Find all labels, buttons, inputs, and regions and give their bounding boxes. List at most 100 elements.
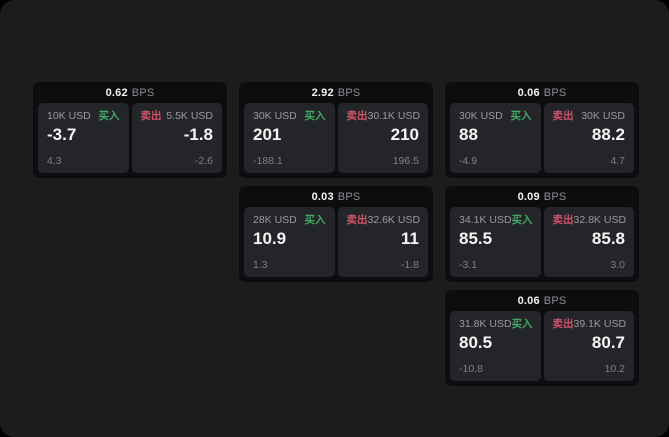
buy-sub-value: -3.1	[459, 259, 478, 271]
buy-amount: 30K USD	[459, 110, 503, 122]
sell-tag: 卖出	[140, 110, 162, 122]
buy-panel-header: 31.8K USD 买入	[459, 318, 533, 330]
buy-value: 80.5	[459, 333, 493, 352]
sell-tag: 卖出	[552, 318, 574, 330]
quote-card[interactable]: 0.09 BPS 34.1K USD 买入 85.5 -3.1 卖出 32.8K…	[445, 186, 639, 282]
bps-value: 0.06	[517, 86, 540, 99]
sell-panel[interactable]: 卖出 30.1K USD 210 196.5	[337, 103, 428, 173]
sell-tag: 卖出	[346, 110, 368, 122]
sell-panel[interactable]: 卖出 32.6K USD 11 -1.8	[337, 207, 428, 277]
sell-panel-header: 卖出 32.6K USD	[346, 214, 421, 226]
buy-value: 10.9	[253, 229, 287, 248]
buy-panel-header: 28K USD 买入	[253, 214, 326, 226]
sell-value: 88.2	[591, 125, 625, 144]
bps-unit-label: BPS	[337, 86, 361, 99]
sell-panel[interactable]: 卖出 5.5K USD -1.8 -2.6	[131, 103, 222, 173]
buy-panel-header: 10K USD 买入	[47, 110, 120, 122]
buy-amount: 31.8K USD	[459, 318, 512, 330]
buy-tag: 买入	[304, 110, 326, 122]
sell-panel-header: 卖出 30K USD	[553, 110, 626, 122]
buy-panel-header: 34.1K USD 买入	[459, 214, 533, 226]
sell-tag: 卖出	[552, 110, 574, 122]
sell-panel[interactable]: 卖出 30K USD 88.2 4.7	[543, 103, 634, 173]
sell-amount: 30K USD	[581, 110, 625, 122]
sell-panel-header: 卖出 5.5K USD	[141, 110, 214, 122]
sell-sub-value: 3.0	[610, 259, 625, 271]
bps-value: 0.09	[517, 190, 540, 203]
bps-unit-label: BPS	[131, 86, 155, 99]
sell-sub-value: -2.6	[194, 155, 213, 167]
buy-tag: 买入	[510, 110, 532, 122]
buy-sub-value: 4.3	[47, 155, 62, 167]
sell-panel-header: 卖出 39.1K USD	[552, 318, 627, 330]
buy-amount: 10K USD	[47, 110, 91, 122]
sell-amount: 32.6K USD	[367, 214, 421, 226]
buy-panel[interactable]: 28K USD 买入 10.9 1.3	[244, 207, 335, 277]
sell-panel[interactable]: 卖出 39.1K USD 80.7 10.2	[543, 311, 634, 381]
buy-panel[interactable]: 10K USD 买入 -3.7 4.3	[38, 103, 129, 173]
buy-panel-header: 30K USD 买入	[459, 110, 532, 122]
buy-tag: 买入	[98, 110, 120, 122]
bps-header: 0.09 BPS	[450, 186, 634, 207]
sell-value: 85.8	[591, 229, 625, 248]
buy-sub-value: -188.1	[253, 155, 283, 167]
bps-unit-label: BPS	[543, 294, 567, 307]
quote-card[interactable]: 0.03 BPS 28K USD 买入 10.9 1.3 卖出 32.6K US…	[239, 186, 433, 282]
sell-panel-header: 卖出 32.8K USD	[552, 214, 627, 226]
buy-amount: 28K USD	[253, 214, 297, 226]
buy-sub-value: 1.3	[253, 259, 268, 271]
sell-panel[interactable]: 卖出 32.8K USD 85.8 3.0	[543, 207, 634, 277]
bps-value: 0.06	[517, 294, 540, 307]
bps-header: 0.03 BPS	[244, 186, 428, 207]
sell-amount: 39.1K USD	[573, 318, 627, 330]
bps-value: 2.92	[311, 86, 334, 99]
sell-tag: 卖出	[346, 214, 368, 226]
quote-card-body: 30K USD 买入 88 -4.9 卖出 30K USD 88.2 4.7	[450, 103, 634, 173]
bps-header: 0.06 BPS	[450, 82, 634, 103]
buy-value: 201	[253, 125, 282, 144]
bps-value: 0.62	[105, 86, 128, 99]
buy-amount: 34.1K USD	[459, 214, 512, 226]
sell-sub-value: 196.5	[392, 155, 419, 167]
quote-card-grid: 0.62 BPS 10K USD 买入 -3.7 4.3 卖出 5.5K USD…	[33, 82, 639, 386]
buy-panel[interactable]: 31.8K USD 买入 80.5 -10.8	[450, 311, 541, 381]
buy-tag: 买入	[304, 214, 326, 226]
buy-amount: 30K USD	[253, 110, 297, 122]
buy-value: 88	[459, 125, 478, 144]
bps-unit-label: BPS	[543, 190, 567, 203]
bps-unit-label: BPS	[337, 190, 361, 203]
buy-tag: 买入	[511, 214, 533, 226]
quote-card-body: 31.8K USD 买入 80.5 -10.8 卖出 39.1K USD 80.…	[450, 311, 634, 381]
buy-value: 85.5	[459, 229, 493, 248]
bps-header: 2.92 BPS	[244, 82, 428, 103]
bps-header: 0.62 BPS	[38, 82, 222, 103]
quote-card[interactable]: 0.06 BPS 30K USD 买入 88 -4.9 卖出 30K USD 8…	[445, 82, 639, 178]
quote-card[interactable]: 0.62 BPS 10K USD 买入 -3.7 4.3 卖出 5.5K USD…	[33, 82, 227, 178]
quote-card-body: 30K USD 买入 201 -188.1 卖出 30.1K USD 210 1…	[244, 103, 428, 173]
sell-sub-value: 10.2	[604, 363, 625, 375]
sell-amount: 30.1K USD	[367, 110, 421, 122]
sell-sub-value: 4.7	[610, 155, 625, 167]
sell-amount: 5.5K USD	[166, 110, 213, 122]
quote-card[interactable]: 0.06 BPS 31.8K USD 买入 80.5 -10.8 卖出 39.1…	[445, 290, 639, 386]
sell-sub-value: -1.8	[400, 259, 419, 271]
sell-value: 11	[401, 229, 419, 248]
bps-header: 0.06 BPS	[450, 290, 634, 311]
sell-amount: 32.8K USD	[573, 214, 627, 226]
sell-value: 80.7	[591, 333, 625, 352]
quote-card[interactable]: 2.92 BPS 30K USD 买入 201 -188.1 卖出 30.1K …	[239, 82, 433, 178]
sell-panel-header: 卖出 30.1K USD	[346, 110, 421, 122]
buy-panel[interactable]: 30K USD 买入 88 -4.9	[450, 103, 541, 173]
quote-card-body: 10K USD 买入 -3.7 4.3 卖出 5.5K USD -1.8 -2.…	[38, 103, 222, 173]
buy-value: -3.7	[47, 125, 77, 144]
buy-panel[interactable]: 30K USD 买入 201 -188.1	[244, 103, 335, 173]
sell-tag: 卖出	[552, 214, 574, 226]
quote-card-body: 34.1K USD 买入 85.5 -3.1 卖出 32.8K USD 85.8…	[450, 207, 634, 277]
buy-panel[interactable]: 34.1K USD 买入 85.5 -3.1	[450, 207, 541, 277]
sell-value: 210	[390, 125, 419, 144]
buy-panel-header: 30K USD 买入	[253, 110, 326, 122]
buy-sub-value: -4.9	[459, 155, 478, 167]
sell-value: -1.8	[183, 125, 213, 144]
bps-unit-label: BPS	[543, 86, 567, 99]
